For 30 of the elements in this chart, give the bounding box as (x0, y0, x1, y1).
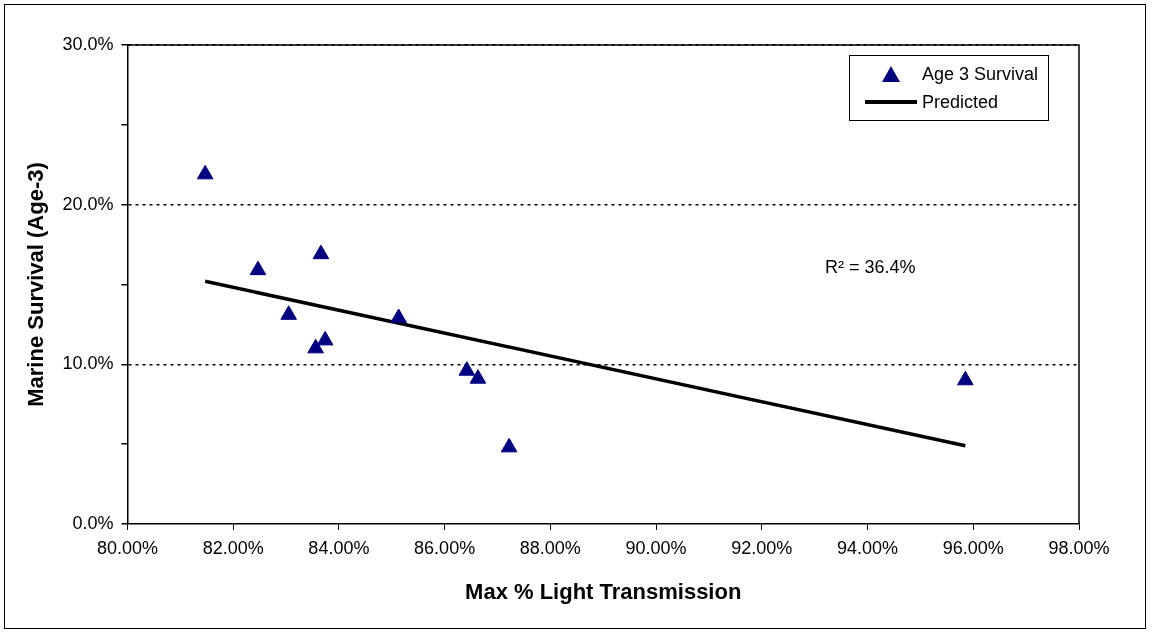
x-tick-label: 90.00% (625, 537, 687, 558)
x-tick-label: 96.00% (942, 537, 1004, 558)
point (957, 370, 974, 386)
point (307, 338, 324, 354)
y-tick-label: 20.0% (62, 193, 114, 214)
point (280, 305, 297, 320)
x-tick-label: 88.00% (519, 537, 581, 558)
point (469, 369, 487, 384)
point (316, 330, 334, 346)
annotation: R² = 36.4% (824, 256, 916, 277)
x-tick-label: 82.00% (202, 537, 264, 558)
y-tick-label: 10.0% (62, 353, 114, 374)
x-tick-label: 98.00% (1048, 537, 1110, 558)
legend-label: Age 3 Survival (922, 63, 1039, 85)
x-axis-title: Max % Light Transmission (465, 578, 742, 604)
point (312, 244, 330, 260)
x-tick-label: 92.00% (731, 537, 793, 558)
point (500, 437, 518, 453)
x-tick-label: 86.00% (414, 537, 476, 558)
x-tick-label: 94.00% (837, 537, 899, 558)
x-tick-label: 80.00% (96, 537, 158, 558)
x-tick-label: 84.00% (308, 537, 370, 558)
y-tick-label: 30.0% (62, 33, 114, 54)
point (196, 164, 214, 180)
y-axis-title: Marine Survival (Age-3) (23, 162, 49, 407)
point (458, 361, 476, 376)
y-tick-label: 0.0% (72, 512, 114, 533)
point (249, 260, 267, 276)
point (390, 308, 407, 324)
legend-label: Predicted (922, 91, 999, 113)
